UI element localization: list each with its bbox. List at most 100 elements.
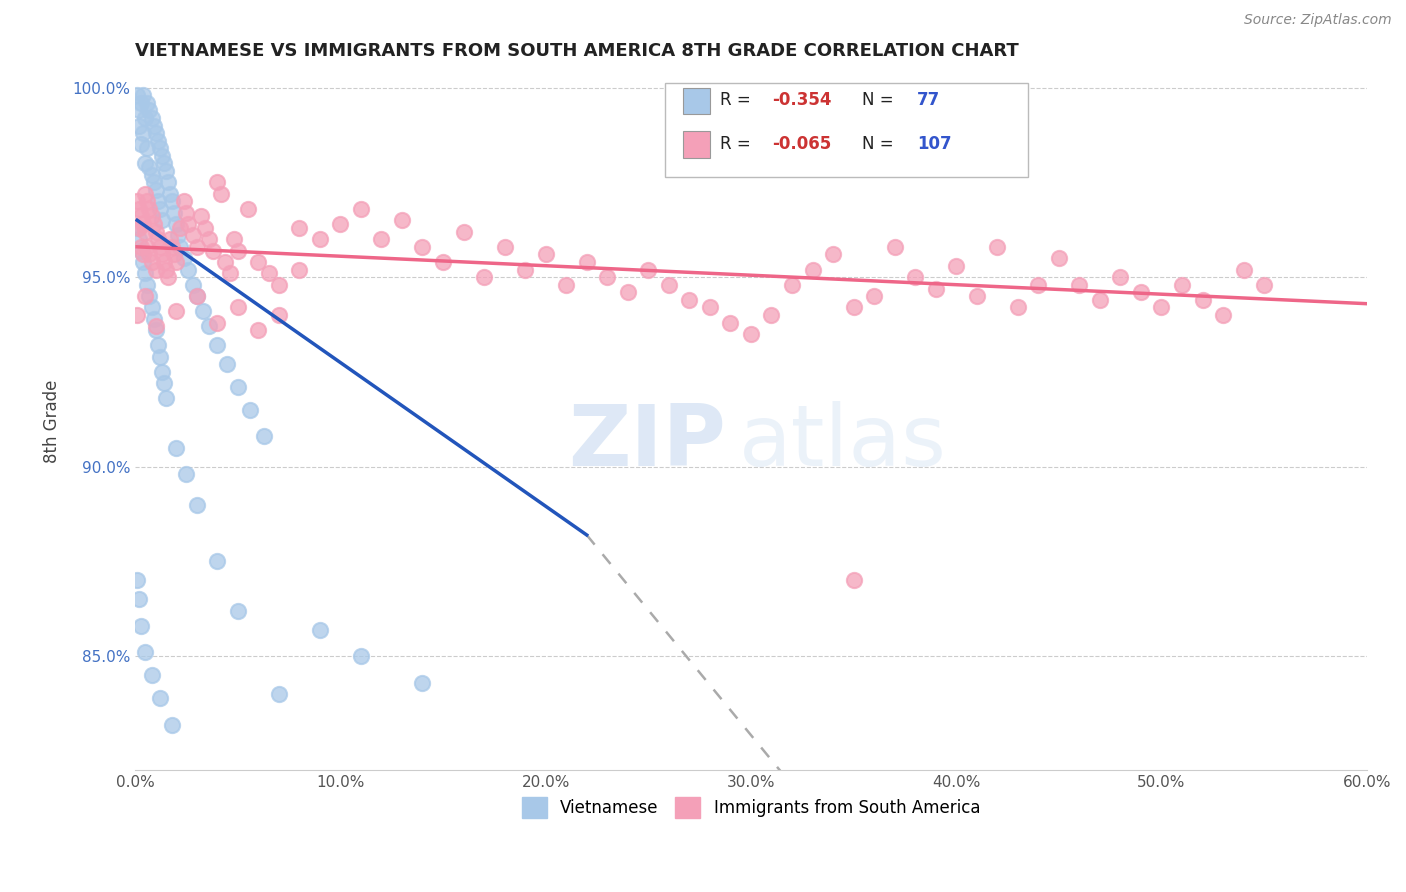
Point xyxy=(155,164,177,178)
Point xyxy=(1069,277,1091,292)
Point xyxy=(411,675,433,690)
Point xyxy=(1026,277,1049,292)
Text: R =: R = xyxy=(720,91,756,110)
Point xyxy=(138,289,160,303)
Point xyxy=(149,690,172,705)
Point xyxy=(127,194,149,209)
Point xyxy=(155,392,177,406)
Point xyxy=(138,160,160,174)
Point xyxy=(128,103,150,118)
Point xyxy=(129,240,152,254)
Point xyxy=(350,202,373,216)
Point xyxy=(142,119,165,133)
Bar xyxy=(683,131,710,158)
Y-axis label: 8th Grade: 8th Grade xyxy=(44,379,60,463)
Point xyxy=(267,687,290,701)
Point xyxy=(186,289,208,303)
Point xyxy=(945,259,967,273)
Point xyxy=(883,240,905,254)
Point xyxy=(138,103,160,118)
Point xyxy=(146,232,169,246)
Point xyxy=(142,311,165,326)
Point xyxy=(176,205,198,219)
Point xyxy=(150,247,173,261)
Point xyxy=(149,202,172,216)
Point xyxy=(141,668,163,682)
Point xyxy=(155,262,177,277)
Point xyxy=(134,186,156,201)
Point xyxy=(555,277,578,292)
Point xyxy=(132,255,155,269)
Text: R =: R = xyxy=(720,135,756,153)
Point xyxy=(370,232,392,246)
Point xyxy=(247,255,270,269)
Point xyxy=(173,251,195,265)
Point xyxy=(132,247,155,261)
Point xyxy=(202,244,225,258)
Point xyxy=(134,645,156,659)
Point xyxy=(616,285,638,300)
Point xyxy=(173,194,195,209)
Point xyxy=(127,220,149,235)
Point xyxy=(141,111,163,125)
Point xyxy=(257,266,280,280)
Point xyxy=(513,262,536,277)
Point xyxy=(924,281,946,295)
Point xyxy=(186,498,208,512)
Point xyxy=(169,220,191,235)
Point xyxy=(141,210,163,224)
Point xyxy=(145,225,167,239)
Point xyxy=(1232,262,1254,277)
Point xyxy=(288,262,311,277)
Point xyxy=(128,119,150,133)
Point xyxy=(149,141,172,155)
Point xyxy=(411,240,433,254)
Point xyxy=(253,429,276,443)
Point xyxy=(159,232,181,246)
Point xyxy=(966,289,988,303)
Point xyxy=(128,592,150,607)
Point xyxy=(209,186,232,201)
Point xyxy=(718,316,741,330)
Point xyxy=(177,262,200,277)
Point xyxy=(127,574,149,588)
Point xyxy=(596,270,619,285)
Point xyxy=(226,380,249,394)
Point xyxy=(658,277,681,292)
Point xyxy=(226,604,249,618)
Point xyxy=(863,289,886,303)
Point xyxy=(226,301,249,315)
Point xyxy=(186,240,208,254)
Point xyxy=(136,95,159,110)
Bar xyxy=(683,87,710,114)
Point xyxy=(740,326,762,341)
Point xyxy=(432,255,454,269)
Point xyxy=(132,126,155,140)
Point xyxy=(1109,270,1132,285)
Legend: Vietnamese, Immigrants from South America: Vietnamese, Immigrants from South Americ… xyxy=(515,791,987,824)
Point xyxy=(145,183,167,197)
Point xyxy=(127,88,149,103)
Point xyxy=(205,554,228,568)
Point xyxy=(218,266,240,280)
Point xyxy=(198,232,221,246)
Point xyxy=(159,186,181,201)
Point xyxy=(150,213,173,227)
Point xyxy=(191,304,214,318)
Point xyxy=(801,262,824,277)
Point xyxy=(134,289,156,303)
Point xyxy=(288,220,311,235)
Point xyxy=(247,323,270,337)
Point xyxy=(128,220,150,235)
Text: Source: ZipAtlas.com: Source: ZipAtlas.com xyxy=(1244,13,1392,28)
Point xyxy=(136,240,159,254)
Point xyxy=(145,323,167,337)
Point xyxy=(153,156,176,170)
Point xyxy=(181,228,204,243)
Point xyxy=(127,308,149,322)
Point xyxy=(129,244,152,258)
Point xyxy=(128,232,150,246)
Point xyxy=(1253,277,1275,292)
Point xyxy=(176,467,198,482)
Point xyxy=(205,316,228,330)
